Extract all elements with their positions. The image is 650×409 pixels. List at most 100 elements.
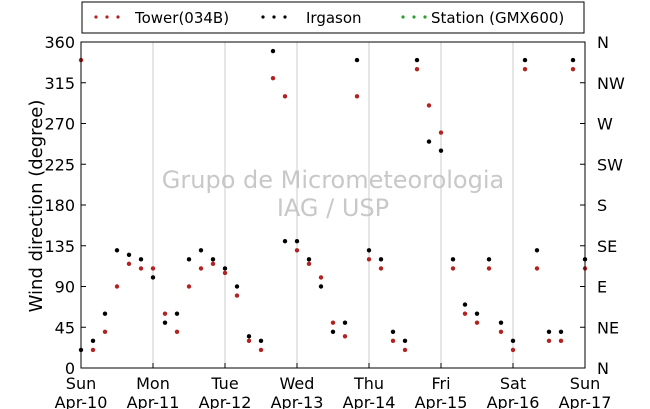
- legend-marker: [412, 15, 416, 19]
- y-tick-label: 45: [55, 318, 75, 337]
- data-point-series-1: [378, 257, 384, 262]
- data-point-series-0: [438, 130, 444, 135]
- data-point-series-1: [354, 57, 360, 63]
- data-point-series-0: [114, 284, 120, 289]
- x-tick-date: Apr-15: [415, 393, 468, 409]
- legend-marker: [94, 15, 98, 19]
- data-point-series-0: [450, 266, 456, 271]
- legend-box: [81, 1, 585, 34]
- legend-label-station: Station (GMX600): [431, 9, 564, 27]
- data-point-series-1: [510, 338, 516, 344]
- data-point-series-1: [246, 334, 252, 339]
- legend-marker: [401, 15, 405, 19]
- data-points: [78, 48, 588, 353]
- data-point-series-0: [246, 338, 252, 344]
- data-point-series-0: [90, 347, 96, 353]
- x-tick-date: Apr-10: [55, 393, 108, 409]
- data-point-series-0: [294, 248, 300, 253]
- data-point-series-1: [438, 148, 444, 153]
- data-point-series-0: [486, 266, 492, 271]
- data-point-series-1: [330, 329, 336, 334]
- data-point-series-0: [558, 338, 564, 344]
- data-point-series-1: [462, 302, 468, 307]
- data-point-series-0: [498, 329, 504, 334]
- data-point-series-0: [138, 266, 144, 271]
- y-tick-label: 90: [55, 278, 75, 297]
- y-tick-label: 180: [44, 196, 75, 215]
- y-tick-label: 0: [65, 359, 75, 378]
- data-point-series-0: [306, 261, 312, 267]
- legend-entry-irgason: Irgason: [261, 9, 362, 27]
- data-point-series-0: [342, 334, 348, 339]
- data-point-series-1: [402, 338, 408, 344]
- data-point-series-0: [462, 311, 468, 316]
- data-point-series-1: [414, 57, 420, 63]
- data-point-series-1: [174, 311, 180, 316]
- x-tick-date: Apr-16: [487, 393, 540, 409]
- data-point-series-1: [90, 338, 96, 344]
- watermark-line-2: IAG / USP: [277, 194, 389, 222]
- legend-marker: [283, 15, 287, 19]
- data-point-series-1: [426, 139, 432, 144]
- x-tick-date: Apr-14: [343, 393, 396, 409]
- data-point-series-1: [210, 257, 216, 262]
- watermark: Grupo de Micrometeorologia IAG / USP: [162, 166, 504, 222]
- data-point-series-0: [474, 320, 480, 325]
- legend-entry-station: Station (GMX600): [401, 9, 564, 27]
- data-point-series-0: [366, 257, 372, 262]
- y2-tick-label: N: [597, 359, 609, 378]
- data-point-series-0: [258, 347, 264, 353]
- data-point-series-1: [390, 329, 396, 334]
- data-point-series-0: [330, 320, 336, 325]
- data-point-series-0: [210, 261, 216, 267]
- x-tick-date: Apr-17: [559, 393, 612, 409]
- data-point-series-0: [126, 261, 132, 267]
- data-point-series-1: [498, 320, 504, 325]
- x-tick-date: Apr-13: [271, 393, 324, 409]
- legend: Tower(034B) Irgason Station (GMX600): [81, 1, 585, 34]
- data-point-series-0: [174, 329, 180, 334]
- x-tick-day: Thu: [353, 374, 384, 393]
- legend-marker: [116, 15, 120, 19]
- legend-label-irgason: Irgason: [306, 9, 362, 27]
- data-point-series-1: [342, 320, 348, 325]
- data-point-series-1: [102, 311, 108, 316]
- x-tick-day: Wed: [280, 374, 315, 393]
- data-point-series-1: [138, 257, 144, 262]
- data-point-series-0: [186, 284, 192, 289]
- data-point-series-1: [522, 57, 528, 63]
- data-point-series-0: [150, 266, 156, 271]
- y2-tick-label: NE: [597, 318, 619, 337]
- data-point-series-1: [546, 329, 552, 334]
- y-axis-right: N NE E SE S SW W NW N: [580, 33, 625, 378]
- data-point-series-1: [270, 48, 276, 54]
- data-point-series-1: [222, 266, 228, 271]
- data-point-series-0: [534, 266, 540, 271]
- data-point-series-1: [114, 248, 120, 253]
- x-tick-day: Sun: [570, 374, 600, 393]
- x-tick-day: Sun: [66, 374, 96, 393]
- data-point-series-0: [402, 347, 408, 353]
- legend-entry-tower: Tower(034B): [94, 9, 229, 27]
- x-tick-day: Tue: [210, 374, 238, 393]
- data-point-series-0: [426, 103, 432, 108]
- data-point-series-1: [198, 248, 204, 253]
- x-tick-day: Sat: [500, 374, 526, 393]
- data-point-series-0: [354, 94, 360, 99]
- legend-marker: [272, 15, 276, 19]
- data-point-series-1: [474, 311, 480, 316]
- data-point-series-1: [534, 248, 540, 253]
- data-point-series-0: [546, 338, 552, 344]
- data-point-series-0: [162, 311, 168, 316]
- data-point-series-0: [198, 266, 204, 271]
- data-point-series-1: [486, 257, 492, 262]
- data-point-series-0: [102, 329, 108, 334]
- legend-marker: [423, 15, 427, 19]
- data-point-series-0: [522, 66, 528, 72]
- data-point-series-1: [558, 329, 564, 334]
- y-axis-left: 0 45 90 135 180 225 270 315 360: [44, 33, 86, 378]
- y2-tick-label: SW: [597, 155, 623, 174]
- y-tick-label: 225: [44, 155, 75, 174]
- y-tick-label: 135: [44, 237, 75, 256]
